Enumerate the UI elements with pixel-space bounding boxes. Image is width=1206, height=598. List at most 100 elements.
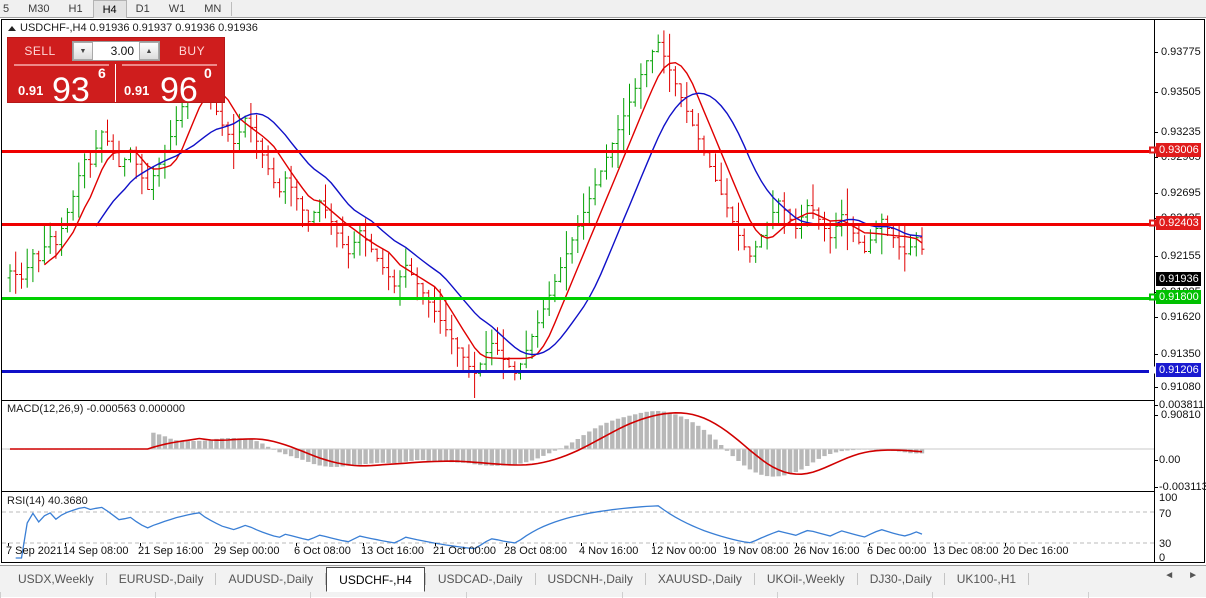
macd-bar: [696, 425, 701, 449]
time-tick-label: 28 Oct 08:00: [504, 545, 567, 557]
tab-divider: [534, 573, 536, 585]
timeframe-d1[interactable]: D1: [135, 3, 150, 15]
ohlc-bar: [19, 262, 24, 289]
chart-tab-dj30-daily[interactable]: DJ30-,Daily: [869, 572, 932, 586]
sell-button[interactable]: SELL: [24, 44, 56, 58]
chart-tab-usdcad-daily[interactable]: USDCAD-,Daily: [437, 572, 523, 586]
ohlc-bar: [93, 130, 99, 168]
chart-tab-uk100-h1[interactable]: UK100-,H1: [956, 572, 1017, 586]
level-handle-support-2[interactable]: [1149, 366, 1156, 374]
level-line-resistance-1[interactable]: [2, 150, 1156, 153]
time-axis[interactable]: 7 Sep 2021 14 Sep 08:00 21 Sep 16:00 29 Sep…: [1, 543, 1205, 563]
macd-bar: [357, 449, 363, 465]
volume-increment-button[interactable]: ▲: [139, 42, 159, 60]
ohlc-bar: [42, 224, 47, 264]
macd-bar: [839, 449, 844, 452]
collapse-triangle-icon[interactable]: [8, 25, 16, 31]
buy-price-quote[interactable]: 0.91 96 0: [116, 64, 223, 102]
ohlc-bar: [455, 337, 460, 367]
level-handle-support-1[interactable]: [1149, 293, 1156, 301]
price-tick-label: 0.91350: [1161, 348, 1201, 360]
timeframe-5[interactable]: 5: [3, 3, 10, 15]
time-tick-label: 13 Oct 16:00: [361, 545, 424, 557]
price-tick-label: 0.91620: [1161, 311, 1201, 323]
macd-bar: [541, 449, 546, 456]
tab-divider: [1028, 573, 1030, 585]
toolbar-divider: [231, 2, 233, 16]
price-axis[interactable]: 0.937750.935050.932350.929650.926950.924…: [1149, 20, 1206, 564]
one-click-trading-panel[interactable]: SELL ▼ 3.00 ▲ BUY 0.91 93 6 0.91: [8, 38, 224, 102]
volume-decrement-button[interactable]: ▼: [73, 42, 93, 60]
level-handle-resistance-2[interactable]: [1149, 219, 1156, 227]
macd-bar: [713, 439, 718, 449]
chart-tab-audusd-daily[interactable]: AUDUSD-,Daily: [228, 572, 314, 586]
macd-bar: [225, 438, 231, 449]
ohlc-bar: [919, 227, 925, 255]
level-handle-resistance-1[interactable]: [1149, 146, 1156, 154]
volume-input[interactable]: ▼ 3.00 ▲: [72, 41, 160, 61]
macd-bar: [449, 449, 454, 463]
chart-tab-xauusd-daily[interactable]: XAUUSD-,Daily: [657, 572, 742, 586]
ohlc-bar: [816, 207, 822, 230]
price-tick-label: 0.93505: [1161, 86, 1201, 98]
ohlc-bar: [736, 202, 741, 251]
price-tick-label: 0.93235: [1161, 126, 1201, 138]
ohlc-bar: [558, 257, 563, 283]
level-label-resistance-1[interactable]: 0.93006: [1156, 143, 1201, 157]
price-pane[interactable]: USDCHF-,H4 0.91936 0.91937 0.91936 0.919…: [2, 20, 1156, 398]
macd-bar: [822, 449, 827, 457]
timeframe-m30[interactable]: M30: [28, 3, 50, 15]
ohlc-bar: [609, 142, 615, 168]
macd-bar: [759, 449, 764, 475]
timeframe-mn[interactable]: MN: [204, 3, 222, 15]
macd-bar: [845, 449, 850, 451]
ohlc-bar: [564, 231, 569, 291]
level-label-resistance-2[interactable]: 0.92403: [1156, 216, 1201, 230]
ohlc-bar: [896, 223, 902, 260]
sell-price-quote[interactable]: 0.91 93 6: [8, 64, 116, 102]
chart-tab-usdchf-h4[interactable]: USDCHF-,H4: [326, 567, 425, 592]
macd-bar: [518, 449, 523, 464]
rsi-pane[interactable]: RSI(14) 40.3680: [2, 493, 1156, 562]
ohlc-bar: [437, 288, 443, 334]
chart-tab-usdx-weekly[interactable]: USDX,Weekly: [18, 572, 94, 586]
level-label-support-1[interactable]: 0.91800: [1156, 290, 1201, 304]
chart-tab-ukoil-weekly[interactable]: UKOil-,Weekly: [766, 572, 845, 586]
ohlc-bar: [168, 120, 173, 151]
macd-bar: [397, 449, 403, 463]
macd-bar: [288, 449, 294, 457]
chart-tab-usdcnh-daily[interactable]: USDCNH-,Daily: [547, 572, 633, 586]
ohlc-bar: [827, 220, 833, 254]
level-label-current-price[interactable]: 0.91936: [1156, 272, 1201, 286]
tab-divider: [753, 573, 755, 585]
ohlc-bar: [684, 82, 690, 123]
tab-divider: [644, 573, 646, 585]
macd-pane[interactable]: MACD(12,26,9) -0.000563 0.000000: [2, 400, 1156, 492]
macd-bar: [489, 449, 494, 466]
macd-bar: [644, 411, 649, 449]
level-line-support-1[interactable]: [2, 297, 1156, 300]
buy-button[interactable]: BUY: [178, 44, 206, 58]
level-label-support-2[interactable]: 0.91206: [1156, 363, 1201, 377]
rsi-svg: [2, 505, 1156, 559]
ohlc-bar: [592, 168, 598, 206]
ohlc-bar: [225, 121, 231, 142]
timeframe-h4[interactable]: H4: [92, 0, 127, 18]
ohlc-bar: [323, 184, 328, 219]
ohlc-bar: [282, 171, 288, 204]
timeframe-w1[interactable]: W1: [168, 3, 186, 15]
chart-frame: USDCHF-,H4 0.91936 0.91937 0.91936 0.919…: [1, 19, 1206, 564]
time-tick-mark: [935, 543, 936, 546]
level-line-resistance-2[interactable]: [2, 223, 1156, 226]
macd-bar: [673, 414, 678, 449]
level-line-support-2[interactable]: [2, 370, 1156, 373]
macd-bar: [684, 419, 689, 449]
time-tick-label: 19 Nov 08:00: [723, 545, 789, 557]
volume-value[interactable]: 3.00: [110, 44, 134, 58]
chart-tab-eurusd-daily[interactable]: EURUSD-,Daily: [118, 572, 204, 586]
time-tick-mark: [435, 543, 436, 546]
timeframe-h1[interactable]: H1: [68, 3, 83, 15]
tab-prev-icon[interactable]: ◄: [1164, 570, 1175, 581]
tab-next-icon[interactable]: ►: [1188, 570, 1198, 581]
tab-divider: [424, 573, 426, 585]
